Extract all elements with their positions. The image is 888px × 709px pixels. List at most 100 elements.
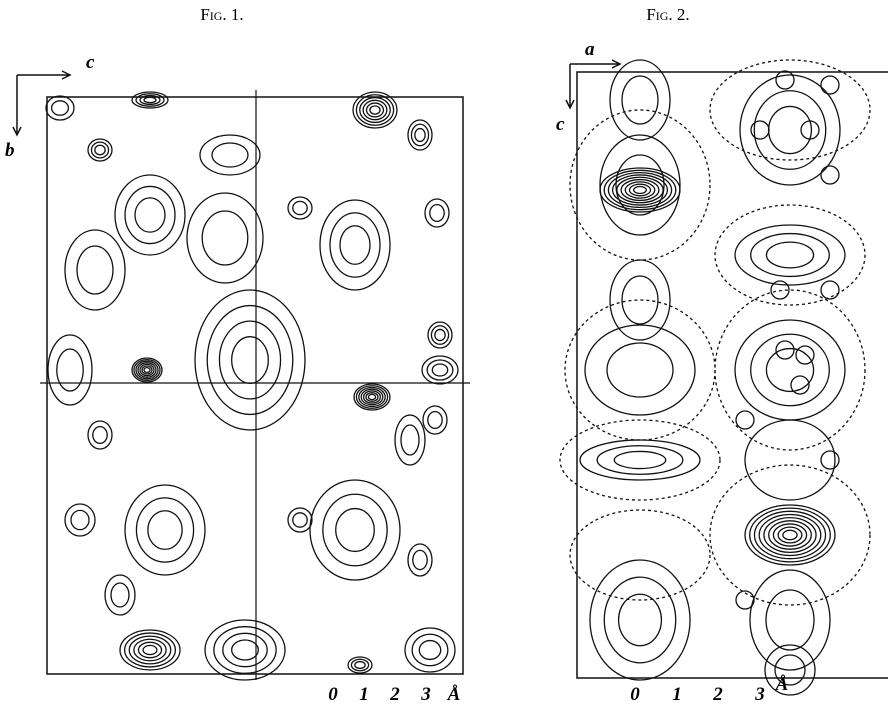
contour (597, 446, 683, 475)
contour (751, 334, 830, 405)
contour (565, 300, 715, 440)
contour (740, 75, 840, 185)
contour (764, 518, 816, 553)
contour (195, 290, 305, 430)
contour (46, 96, 74, 120)
contour (783, 530, 797, 539)
contour (431, 326, 448, 345)
contour (754, 511, 825, 558)
contour (330, 213, 380, 277)
contour (65, 504, 95, 536)
contour (187, 193, 263, 283)
contour (202, 211, 248, 265)
contour (223, 633, 267, 666)
scale-bar: 0 1 2 3 Å (328, 684, 460, 705)
axis-arrows (13, 71, 70, 135)
contour (205, 620, 285, 680)
contour (288, 508, 312, 532)
contour (65, 230, 125, 310)
contour (212, 143, 248, 167)
contour (144, 368, 150, 373)
contour (370, 106, 380, 114)
contour (355, 662, 365, 669)
contour (412, 634, 448, 665)
contour (148, 511, 182, 550)
contour (356, 95, 393, 125)
contour (105, 575, 135, 615)
contour (766, 590, 814, 650)
scale-label: 3 (754, 684, 765, 705)
contour (219, 321, 280, 399)
scale-label: 0 (630, 684, 640, 705)
contour (144, 97, 156, 102)
contour (570, 110, 710, 260)
contour (821, 166, 839, 184)
contour (776, 341, 794, 359)
contour (111, 583, 129, 607)
contour (323, 494, 387, 565)
contour (621, 180, 659, 201)
contour (796, 346, 814, 364)
contours (560, 60, 870, 695)
map-frame (47, 97, 463, 674)
contour (715, 205, 865, 305)
contour (821, 281, 839, 299)
contour (769, 521, 812, 549)
scale-label: 0 (328, 684, 338, 705)
contour (293, 513, 307, 527)
axis-label: a (585, 39, 595, 60)
contour (560, 420, 720, 500)
contour (413, 550, 427, 569)
contour (585, 325, 695, 415)
contour (360, 98, 390, 123)
contour (77, 246, 113, 294)
contour (778, 527, 802, 543)
scale-label: Å (775, 674, 789, 695)
contour (401, 425, 419, 455)
contour (423, 406, 447, 434)
contour (821, 451, 839, 469)
contour (293, 201, 307, 214)
contour (614, 451, 665, 468)
contour (766, 242, 813, 268)
contour (288, 197, 312, 219)
contour (57, 349, 83, 391)
contour (368, 394, 375, 399)
contour (415, 129, 425, 142)
contour (411, 124, 428, 145)
contour (710, 465, 870, 605)
scale-label: 1 (359, 684, 369, 705)
contour (395, 415, 425, 465)
contours (46, 92, 458, 680)
contour (622, 76, 658, 124)
contour (751, 234, 830, 277)
scale-label: 2 (389, 684, 400, 705)
contour (340, 226, 370, 265)
contour (428, 412, 442, 429)
contour (427, 360, 453, 380)
contour (408, 544, 432, 576)
contour (48, 335, 92, 405)
contour (750, 508, 831, 562)
contour (590, 560, 690, 680)
contour (570, 510, 710, 600)
contour (419, 641, 440, 660)
contour (766, 349, 813, 392)
contour (430, 205, 444, 222)
contour (200, 135, 260, 175)
contour (93, 427, 107, 444)
contour (88, 421, 112, 449)
contour (367, 103, 384, 117)
figure-title: Fig. 2. (646, 5, 689, 24)
contour (736, 591, 754, 609)
contour (776, 71, 794, 89)
contour (736, 411, 754, 429)
contour (604, 577, 675, 663)
contour (129, 636, 171, 664)
contour (125, 186, 175, 243)
contour (91, 142, 108, 158)
contour (425, 199, 449, 227)
contour (617, 177, 663, 202)
axis-label: c (86, 52, 95, 73)
contour (52, 101, 69, 115)
